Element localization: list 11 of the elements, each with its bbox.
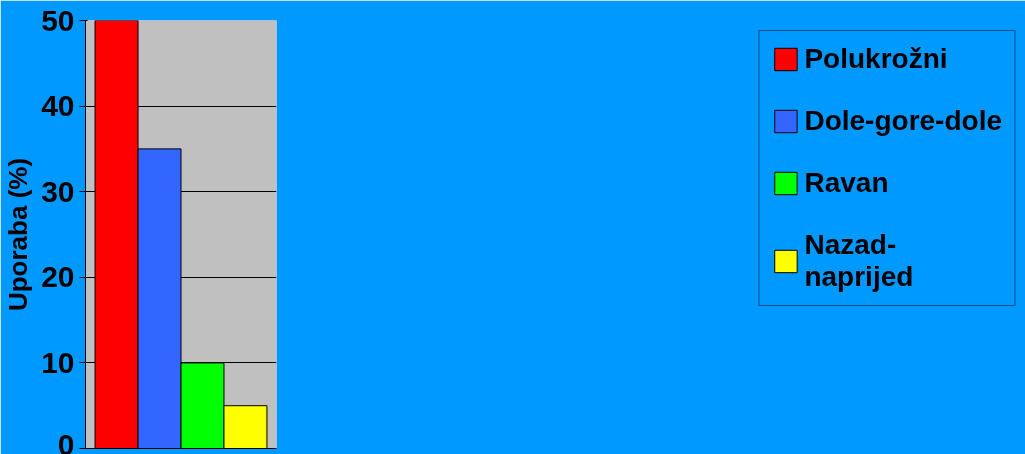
y-tick-label: 20 — [41, 260, 75, 294]
y-tick-label: 40 — [41, 89, 75, 123]
legend-label: Ravan — [804, 167, 889, 199]
y-axis-title: Uporaba (%) — [3, 157, 34, 312]
y-tick-label: 0 — [57, 427, 75, 454]
legend-label: Dole-gore-dole — [804, 105, 1002, 137]
y-tick-label: 50 — [41, 3, 75, 37]
y-tick-label: 10 — [41, 345, 75, 379]
y-tick-label: 30 — [41, 174, 75, 208]
legend-label: Polukrožni — [804, 43, 948, 75]
legend-label: Nazad- naprijed — [804, 229, 914, 293]
